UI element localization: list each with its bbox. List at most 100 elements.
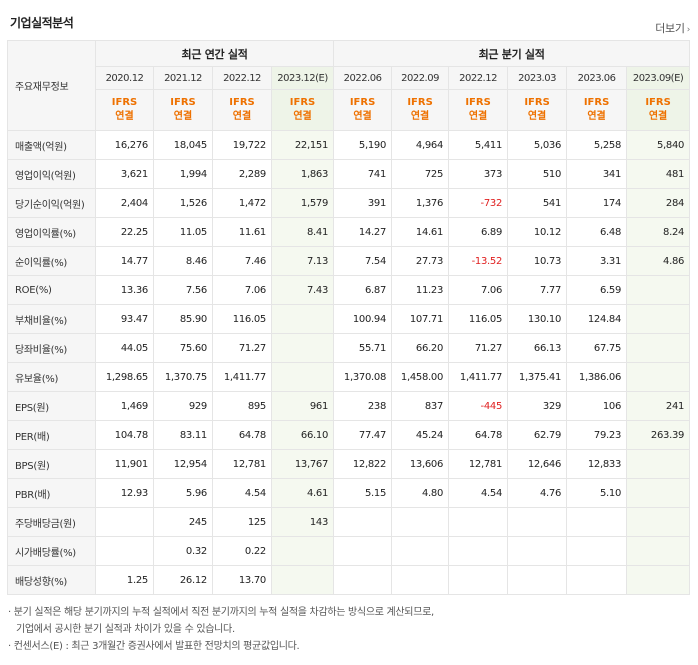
ifrs-standard: IFRS: [465, 97, 491, 108]
chevron-right-icon: ›: [686, 25, 691, 35]
table-cell: 22.25: [95, 217, 154, 247]
period-header: 2022.12: [448, 66, 509, 90]
table-cell: 10.12: [507, 217, 568, 247]
table-cell: 1,472: [212, 188, 272, 218]
ifrs-label: IFRS 연결: [391, 89, 450, 131]
ifrs-standard: IFRS: [349, 97, 376, 108]
table-cell: [391, 565, 450, 595]
table-cell: 510: [507, 159, 568, 189]
table-cell: 961: [270, 391, 335, 421]
table-cell: 66.20: [391, 333, 450, 363]
table-cell: 1,386.06: [566, 362, 628, 392]
table-cell: 1,526: [153, 188, 213, 218]
ifrs-standard: IFRS: [111, 97, 138, 108]
table-cell: 19,722: [212, 130, 272, 160]
table-row: ROE(%) 13.36 7.56 7.06 7.43 6.87 11.23 7.06 7.77…: [7, 275, 691, 305]
table-cell: 1,411.77: [448, 362, 509, 392]
table-cell: 71.27: [212, 333, 272, 363]
table-cell: -445: [448, 391, 509, 421]
table-cell: 6.59: [566, 275, 628, 305]
period-header: 2023.09(E): [626, 66, 691, 90]
table-cell: 11.23: [391, 275, 450, 305]
more-link[interactable]: 더보기 ›: [655, 20, 690, 36]
table-cell: 2,289: [212, 159, 272, 189]
table-cell: 85.90: [153, 304, 213, 334]
ifrs-consolidated: 연결: [173, 111, 193, 122]
table-cell: 55.71: [333, 333, 393, 363]
table-cell: [333, 507, 393, 537]
period-header: 2022.09: [391, 66, 450, 90]
table-cell: [626, 333, 691, 363]
period-header: 2022.06: [333, 66, 393, 90]
table-cell: [95, 536, 154, 566]
table-cell: 245: [153, 507, 213, 537]
table-cell: [507, 536, 568, 566]
table-cell: 11,901: [95, 449, 154, 479]
table-cell: 64.78: [212, 420, 272, 450]
table-cell: [507, 507, 568, 537]
section-title: 기업실적분석: [10, 16, 74, 30]
table-cell: 12,833: [566, 449, 628, 479]
table-cell: 4,964: [391, 130, 450, 160]
table-row: BPS(원) 11,901 12,954 12,781 13,767 12,822 13,6…: [7, 449, 691, 479]
table-cell: 0.22: [212, 536, 272, 566]
ifrs-label: IFRS 연결: [333, 89, 393, 131]
table-cell: 14.27: [333, 217, 393, 247]
note-1: · 분기 실적은 해당 분기까지의 누적 실적에서 직전 분기까지의 누적 실적…: [8, 607, 434, 618]
row-label: 주당배당금(원): [7, 507, 96, 537]
table-cell: 5,258: [566, 130, 628, 160]
ifrs-consolidated: 연결: [232, 111, 252, 122]
ifrs-standard: IFRS: [524, 97, 550, 108]
table-cell: [626, 478, 691, 508]
table-cell: [507, 565, 568, 595]
table-cell: 1,863: [270, 159, 335, 189]
table-cell: 1,579: [270, 188, 335, 218]
table-cell: 5.15: [333, 478, 393, 508]
table-row: PER(배) 104.78 83.11 64.78 66.10 77.47 45.24 64.…: [7, 420, 691, 450]
table-cell: 45.24: [391, 420, 450, 450]
table-cell: [391, 536, 450, 566]
table-cell: 4.86: [626, 246, 691, 276]
table-cell: 481: [626, 159, 691, 189]
row-label: EPS(원): [7, 391, 96, 421]
table-row: 영업이익률(%) 22.25 11.05 11.61 8.41 14.27 14.61 6.8…: [7, 217, 691, 247]
note-1-continued: 기업에서 공시한 분기 실적과 차이가 있을 수 있습니다.: [16, 624, 235, 635]
table-cell: 12,646: [507, 449, 568, 479]
table-cell: 13,606: [391, 449, 450, 479]
table-cell: 26.12: [153, 565, 213, 595]
table-cell: 4.61: [270, 478, 335, 508]
table-cell: [270, 362, 335, 392]
table-cell: 1,376: [391, 188, 450, 218]
table-row: 당좌비율(%) 44.05 75.60 71.27 55.71 66.20 71.27 66.…: [7, 333, 691, 363]
table-cell: 11.61: [212, 217, 272, 247]
period-header: 2021.12: [153, 66, 213, 90]
ifrs-label: IFRS 연결: [212, 89, 272, 131]
table-cell: 12,822: [333, 449, 393, 479]
table-cell: 10.73: [507, 246, 568, 276]
table-cell: 5,190: [333, 130, 393, 160]
table-cell: -732: [448, 188, 509, 218]
table-cell: 67.75: [566, 333, 628, 363]
period-header: 2022.12: [212, 66, 272, 90]
ifrs-label: IFRS 연결: [270, 89, 335, 131]
table-row: 배당성향(%) 1.25 26.12 13.70: [7, 565, 691, 595]
row-label: PER(배): [7, 420, 96, 450]
table-cell: 12,954: [153, 449, 213, 479]
table-cell: 1,458.00: [391, 362, 450, 392]
footnotes: · 분기 실적은 해당 분기까지의 누적 실적에서 직전 분기까지의 누적 실적…: [8, 604, 434, 655]
table-cell: -13.52: [448, 246, 509, 276]
table-cell: 13,767: [270, 449, 335, 479]
table-cell: 7.54: [333, 246, 393, 276]
table-cell: 8.24: [626, 217, 691, 247]
table-cell: 329: [507, 391, 568, 421]
ifrs-standard: IFRS: [583, 97, 610, 108]
row-label: 유보율(%): [7, 362, 96, 392]
ifrs-consolidated: 연결: [410, 111, 430, 122]
table-cell: 12,781: [448, 449, 509, 479]
table-cell: 5.10: [566, 478, 628, 508]
table-row: 순이익률(%) 14.77 8.46 7.46 7.13 7.54 27.73 -13.52 1…: [7, 246, 691, 276]
table-cell: 106: [566, 391, 628, 421]
table-row: EPS(원) 1,469 929 895 961 238 837 -445 329 106 241: [7, 391, 691, 421]
table-cell: 107.71: [391, 304, 450, 334]
ifrs-standard: IFRS: [407, 97, 433, 108]
